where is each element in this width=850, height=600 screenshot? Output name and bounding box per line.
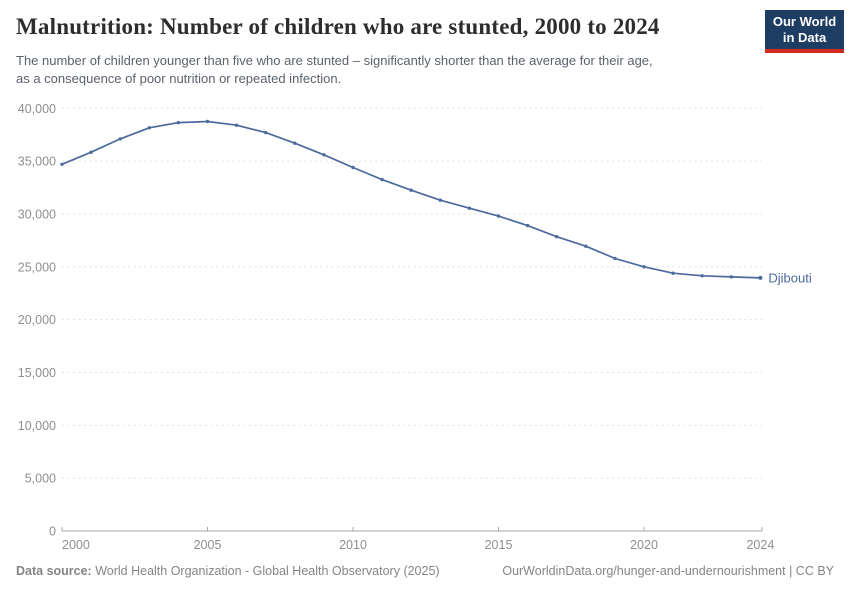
data-point[interactable] (380, 177, 384, 182)
chart-subtitle-line2: as a consequence of poor nutrition or re… (16, 71, 342, 86)
data-point[interactable] (438, 198, 442, 202)
x-tick-label: 2015 (485, 538, 513, 552)
data-point[interactable] (496, 214, 501, 218)
x-tick-label: 2024 (746, 538, 774, 552)
owid-logo[interactable]: Our World in Data (765, 10, 844, 53)
data-point[interactable] (613, 256, 617, 261)
y-tick-label: 40,000 (18, 102, 56, 116)
data-point[interactable] (176, 120, 181, 125)
owid-license-link[interactable]: OurWorldinData.org/hunger-and-undernouri… (502, 564, 834, 578)
data-point[interactable] (89, 150, 93, 154)
data-point[interactable] (60, 162, 64, 166)
data-point[interactable] (322, 153, 326, 157)
data-line[interactable] (61, 120, 761, 279)
owid-logo-line2: in Data (782, 30, 827, 45)
y-tick-label: 15,000 (18, 366, 56, 380)
y-tick-label: 25,000 (18, 260, 56, 274)
y-tick-label: 0 (49, 525, 56, 539)
chart-title: Malnutrition: Number of children who are… (16, 14, 660, 39)
data-point[interactable] (642, 265, 646, 269)
y-tick-label: 35,000 (18, 155, 56, 169)
data-source-label: Data source: (16, 564, 92, 578)
y-tick-label: 20,000 (18, 313, 56, 327)
y-tick-label: 5,000 (25, 472, 56, 486)
x-tick-label: 2005 (194, 538, 222, 552)
data-point[interactable] (467, 206, 472, 210)
data-point[interactable] (729, 275, 733, 279)
data-point[interactable] (758, 275, 763, 280)
data-point[interactable] (118, 137, 122, 141)
y-tick-label: 30,000 (18, 207, 56, 221)
data-point[interactable] (351, 165, 355, 170)
chart-subtitle-line1: The number of children younger than five… (16, 53, 653, 68)
chart-subtitle: The number of children younger than five… (16, 52, 653, 88)
chart-footer: Data source: World Health Organization -… (16, 564, 834, 578)
data-point[interactable] (700, 274, 704, 278)
x-tick-label: 2020 (630, 538, 658, 552)
data-source-value: World Health Organization - Global Healt… (91, 564, 440, 578)
y-tick-label: 10,000 (18, 419, 56, 433)
data-point[interactable] (584, 244, 588, 248)
data-point[interactable] (409, 188, 413, 192)
data-point[interactable] (671, 271, 675, 275)
data-point[interactable] (264, 130, 268, 135)
data-point[interactable] (205, 119, 210, 124)
x-tick-label: 2010 (339, 538, 367, 552)
data-point[interactable] (234, 123, 239, 127)
series-label[interactable]: Djibouti (768, 270, 811, 285)
data-point[interactable] (293, 141, 297, 145)
data-point[interactable] (147, 126, 151, 130)
x-tick-label: 2000 (62, 538, 90, 552)
data-source-note: Data source: World Health Organization -… (16, 564, 440, 578)
data-point[interactable] (555, 235, 559, 239)
data-point[interactable] (525, 223, 530, 228)
owid-logo-line1: Our World (772, 14, 837, 29)
